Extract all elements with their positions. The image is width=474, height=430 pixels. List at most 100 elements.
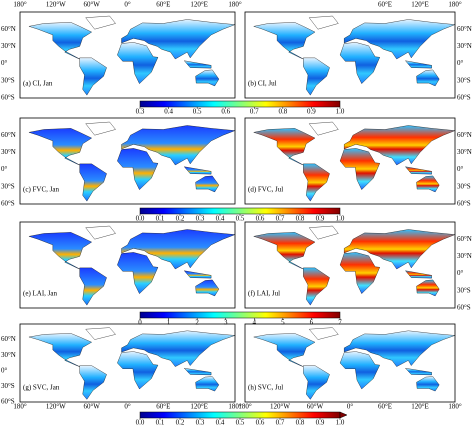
lat-label: 30°N bbox=[457, 148, 472, 156]
lon-label: 180° bbox=[228, 1, 242, 9]
map-frame bbox=[19, 11, 236, 99]
lat-label: 30°S bbox=[1, 182, 15, 190]
lat-label: 30°N bbox=[1, 351, 16, 359]
colorbar-tick-label: 0.6 bbox=[256, 215, 265, 223]
lat-label: 60°N bbox=[457, 131, 472, 139]
lat-label: 60°N bbox=[457, 235, 472, 243]
colorbar-tick-label: 0.3 bbox=[136, 108, 145, 116]
lat-label: 30°N bbox=[1, 42, 16, 50]
lat-label: 30°N bbox=[1, 148, 16, 156]
lat-label: 60°N bbox=[1, 25, 16, 33]
colorbar-tick-label: 0.9 bbox=[316, 419, 325, 425]
colorbar-tick-label: 1.0 bbox=[336, 215, 345, 223]
lat-label: 30°S bbox=[457, 76, 471, 84]
lat-label: 60°S bbox=[1, 398, 15, 406]
colorbar-tick-label: 0.1 bbox=[156, 215, 165, 223]
lon-label: 120°E bbox=[411, 1, 429, 9]
colorbar-tick-label: 0.1 bbox=[156, 419, 165, 425]
panel-label: (h) SVC, Jul bbox=[248, 384, 283, 392]
lon-label: 60°W bbox=[83, 403, 100, 411]
lon-label: 120°E bbox=[190, 1, 208, 9]
lat-label: 60°S bbox=[457, 200, 471, 208]
lon-label: 180° bbox=[13, 403, 27, 411]
lat-label: 60°S bbox=[1, 94, 15, 102]
panel-label: (e) LAI, Jan bbox=[23, 290, 58, 298]
colorbar-tick-label: 0.2 bbox=[176, 419, 185, 425]
panel-label: (c) FVC, Jan bbox=[23, 186, 59, 194]
lon-label: 120°W bbox=[270, 403, 290, 411]
colorbar-tick-label: 0.6 bbox=[256, 419, 265, 425]
colorbar-tick-label: 3 bbox=[224, 319, 228, 327]
colorbar-tick-label: 1.0 bbox=[336, 108, 345, 116]
map-frame bbox=[244, 221, 456, 309]
colorbar-arrow bbox=[339, 411, 348, 419]
colorbar-tick-label: 1 bbox=[167, 319, 171, 327]
colorbar-tick-label: 0.7 bbox=[276, 215, 285, 223]
lon-label: 180° bbox=[13, 1, 27, 9]
colorbar-tick-label: 2 bbox=[195, 319, 199, 327]
map-frame bbox=[19, 221, 236, 309]
panel-label: (g) SVC, Jan bbox=[23, 384, 60, 392]
lat-label: 60°S bbox=[457, 304, 471, 312]
colorbar-tick-label: 0.9 bbox=[316, 215, 325, 223]
colorbar bbox=[139, 100, 341, 108]
colorbar-tick-label: 0.5 bbox=[236, 419, 245, 425]
lat-label: 0° bbox=[1, 366, 8, 374]
lon-label: 60°W bbox=[307, 403, 324, 411]
lat-label: 30°N bbox=[457, 252, 472, 260]
panel-label: (b) CI, Jul bbox=[248, 80, 277, 88]
colorbar-tick-label: 0.7 bbox=[250, 108, 259, 116]
colorbar-tick-label: 0.3 bbox=[196, 419, 205, 425]
lat-label: 0° bbox=[457, 59, 464, 67]
colorbar-tick-label: 0.4 bbox=[164, 108, 173, 116]
lat-label: 60°S bbox=[1, 200, 15, 208]
colorbar-tick-label: 0.2 bbox=[176, 215, 185, 223]
lon-label: 60°W bbox=[83, 1, 100, 9]
colorbar-tick-label: 0.0 bbox=[136, 215, 145, 223]
lat-label: 60°N bbox=[1, 131, 16, 139]
colorbar-tick-label: 0.4 bbox=[216, 215, 225, 223]
lat-label: 60°N bbox=[457, 25, 472, 33]
lat-label: 30°S bbox=[457, 182, 471, 190]
lon-label: 120°W bbox=[46, 403, 66, 411]
lon-label: 60°E bbox=[156, 403, 170, 411]
lon-label: 180° bbox=[238, 403, 252, 411]
lon-label: 60°E bbox=[378, 403, 392, 411]
colorbar-tick-label: 0.0 bbox=[136, 419, 145, 425]
map-frame bbox=[19, 323, 236, 403]
lat-label: 0° bbox=[457, 165, 464, 173]
lon-label: 0° bbox=[124, 403, 131, 411]
map-frame bbox=[244, 323, 456, 403]
map-frame bbox=[244, 11, 456, 99]
lat-label: 30°N bbox=[457, 42, 472, 50]
panel-label: (f) LAI, Jul bbox=[248, 290, 280, 298]
colorbar-tick-label: 6 bbox=[310, 319, 314, 327]
colorbar-tick-label: 0.7 bbox=[276, 419, 285, 425]
lon-label: 180° bbox=[448, 403, 462, 411]
lat-label: 0° bbox=[1, 165, 8, 173]
lon-label: 180° bbox=[448, 1, 462, 9]
colorbar-tick-label: 0.6 bbox=[221, 108, 230, 116]
colorbar-tick-label: 7 bbox=[338, 319, 342, 327]
lat-label: 30°S bbox=[1, 382, 15, 390]
colorbar-tick-label: 4 bbox=[253, 319, 257, 327]
colorbar-tick-label: 0.8 bbox=[278, 108, 287, 116]
colorbar bbox=[139, 207, 341, 215]
lat-label: 30°S bbox=[1, 76, 15, 84]
lat-label: 0° bbox=[1, 59, 8, 67]
colorbar-tick-label: 0.8 bbox=[296, 215, 305, 223]
colorbar-tick-label: 0.5 bbox=[193, 108, 202, 116]
lon-label: 120°W bbox=[46, 1, 66, 9]
lon-label: 0° bbox=[124, 1, 131, 9]
colorbar-tick-label: 5 bbox=[281, 319, 285, 327]
colorbar bbox=[139, 411, 341, 419]
colorbar bbox=[139, 311, 341, 319]
lon-label: 0° bbox=[347, 403, 354, 411]
colorbar-tick-label: 0.9 bbox=[307, 108, 316, 116]
lon-label: 180° bbox=[228, 403, 242, 411]
lat-label: 0° bbox=[457, 269, 464, 277]
lat-label: 60°N bbox=[1, 335, 16, 343]
colorbar-tick-label: 0.4 bbox=[216, 419, 225, 425]
panel-label: (a) CI, Jan bbox=[23, 80, 53, 88]
